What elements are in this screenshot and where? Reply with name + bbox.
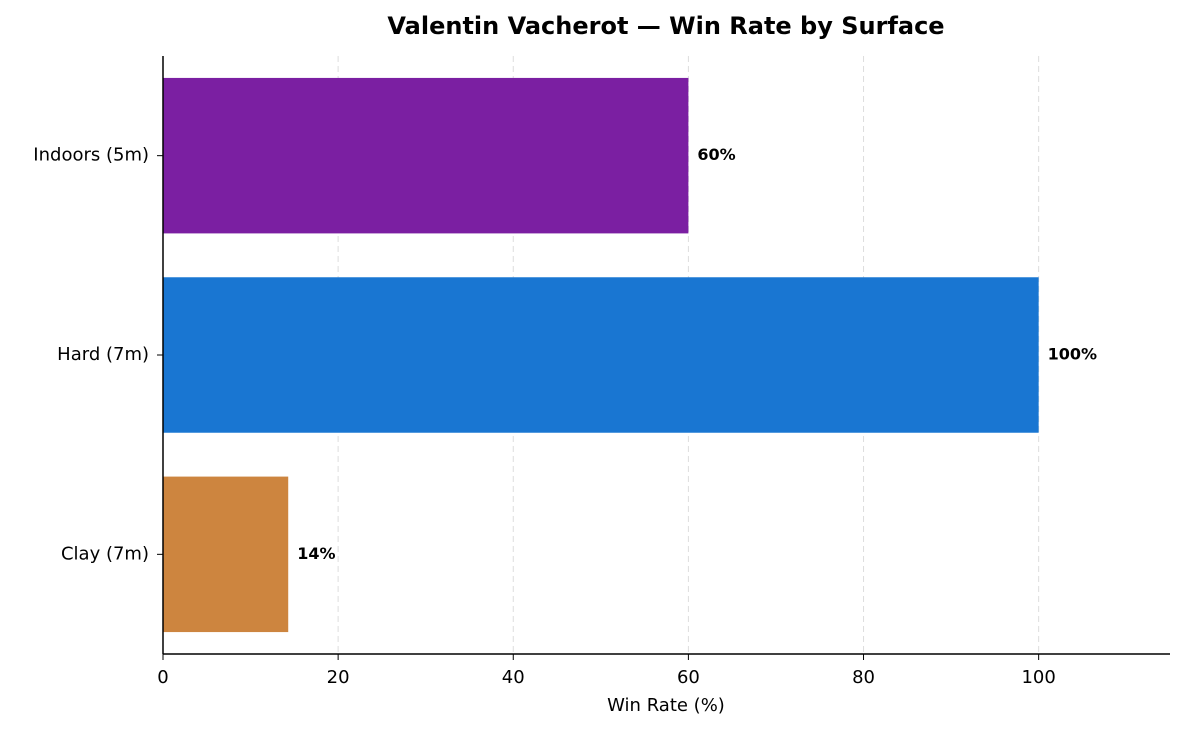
x-tick-label: 0 (157, 667, 168, 688)
bar (163, 277, 1039, 433)
x-tick-label: 20 (327, 667, 350, 688)
x-tick-label: 80 (852, 667, 875, 688)
x-tick-label: 60 (677, 667, 700, 688)
y-tick-label: Hard (7m) (57, 344, 149, 365)
value-label: 100% (1048, 345, 1097, 364)
value-label: 60% (697, 145, 735, 164)
x-axis-label: Win Rate (%) (607, 695, 725, 716)
y-tick-label: Indoors (5m) (33, 145, 149, 166)
bar (163, 77, 689, 234)
y-tick-label: Clay (7m) (61, 543, 149, 564)
bar (163, 476, 289, 633)
x-tick-label: 40 (502, 667, 525, 688)
x-tick-label: 100 (1021, 667, 1055, 688)
value-label: 14% (297, 544, 335, 563)
chart-title: Valentin Vacherot — Win Rate by Surface (387, 12, 944, 40)
